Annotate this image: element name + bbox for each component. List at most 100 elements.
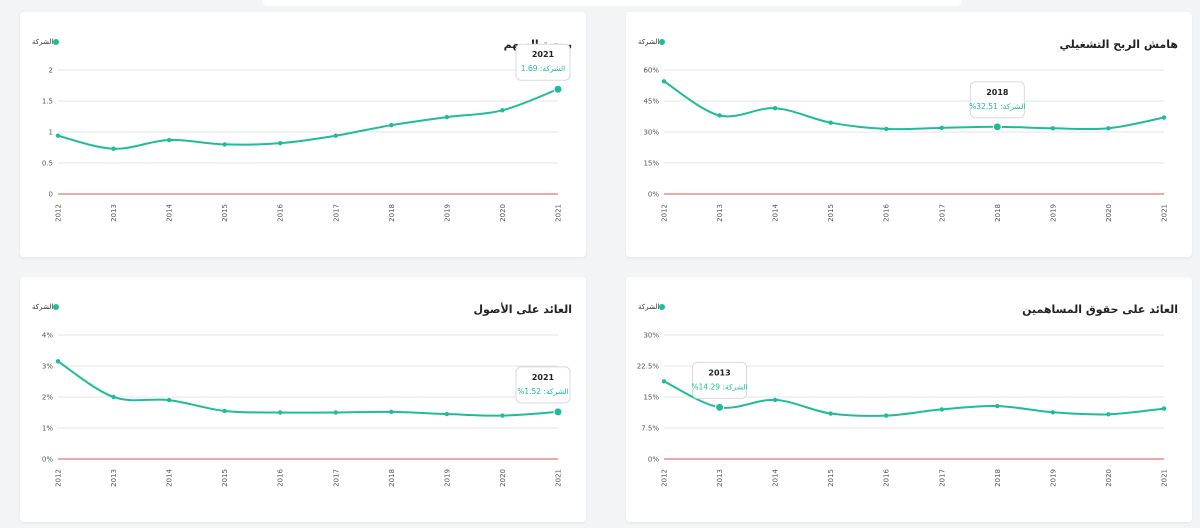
x-tick-label: 2020: [1105, 204, 1113, 222]
data-point: [333, 133, 338, 138]
x-tick-label: 2015: [221, 204, 229, 222]
y-tick-label: 15%: [643, 160, 659, 168]
data-point: [222, 408, 227, 414]
data-point: [389, 122, 394, 128]
data-point: [166, 397, 172, 403]
data-point: [55, 359, 61, 364]
data-point: [884, 413, 889, 418]
x-tick-label: 2018: [994, 469, 1002, 487]
x-tick-label: 2012: [55, 469, 63, 487]
data-point: [500, 413, 505, 418]
x-tick-label: 2015: [827, 469, 835, 487]
legend-label: الشركة: [638, 38, 660, 46]
chart-card-roa: العائد على الأصول الشركة 0% 1% 2% 3% 4% 2012 2…: [20, 277, 586, 522]
data-point: [278, 140, 283, 146]
x-tick-label: 2013: [716, 204, 724, 222]
x-tick-label: 2020: [1105, 469, 1113, 487]
y-tick-label: 15%: [643, 394, 659, 402]
top-search-strip: [262, 0, 962, 6]
data-point: [278, 410, 283, 415]
chart-legend[interactable]: الشركة: [638, 38, 666, 46]
y-tick-label: 0%: [42, 456, 53, 464]
tooltip: 2021 الشركة: 1.69: [515, 43, 571, 81]
legend-label: الشركة: [638, 303, 660, 311]
chart-legend[interactable]: الشركة: [32, 38, 60, 46]
chart-title: هامش الربح التشغيلي: [1059, 38, 1178, 51]
x-tick-label: 2016: [883, 468, 891, 486]
x-tick-label: 2018: [388, 469, 396, 487]
legend-dot-icon: [659, 304, 666, 310]
y-tick-label: 22.5%: [637, 363, 660, 371]
tooltip-year: 2013: [708, 368, 730, 377]
data-point: [715, 402, 725, 412]
series-line: [663, 80, 1165, 131]
y-tick-label: 3%: [42, 363, 53, 371]
chart-title: العائد على حقوق المساهمين: [1022, 303, 1178, 316]
x-tick-label: 2020: [499, 204, 507, 222]
y-tick-label: 1%: [42, 425, 53, 433]
y-tick-label: 30%: [643, 332, 659, 340]
data-point: [1050, 410, 1056, 415]
tooltip-value: الشركة: 1.69: [521, 64, 565, 73]
data-point: [884, 126, 889, 132]
chart-card-operating-margin: هامش الربح التشغيلي الشركة 0% 15% 30% 45% 60…: [626, 12, 1192, 257]
data-point: [661, 379, 667, 384]
tooltip-value: الشركة: 14.29%: [691, 382, 747, 391]
chart-svg: 0% 1% 2% 3% 4% 2012 2013 2014 2015 2016 2017 2018 20…: [42, 332, 571, 487]
x-tick-label: 2014: [166, 468, 174, 486]
x-tick-label: 2012: [661, 469, 669, 487]
tooltip-year: 2018: [986, 88, 1009, 97]
chart-svg: 0% 7.5% 15% 22.5% 30% 2012 2013 2014 2015 2016 201…: [637, 332, 1169, 487]
y-tick-label: 4%: [42, 332, 53, 340]
data-point: [553, 407, 563, 417]
y-tick-label: 0%: [648, 456, 659, 464]
x-tick-label: 2019: [443, 469, 451, 487]
x-tick-label: 2021: [555, 204, 563, 222]
x-tick-label: 2017: [332, 469, 340, 487]
tooltip-year: 2021: [532, 50, 555, 59]
x-tick-label: 2020: [499, 469, 507, 487]
data-point: [828, 120, 833, 125]
chart-card-roe: العائد على حقوق المساهمين الشركة 0% 7.5% 1…: [626, 277, 1192, 522]
tooltip-year: 2021: [532, 373, 555, 382]
chart-legend[interactable]: الشركة: [32, 303, 60, 311]
x-tick-label: 2017: [332, 204, 340, 222]
legend-dot-icon: [659, 39, 666, 45]
data-point: [828, 411, 833, 416]
x-tick-label: 2017: [938, 469, 946, 487]
tooltip-box: [515, 366, 571, 404]
tooltip-box: [692, 361, 748, 399]
data-point: [1161, 115, 1167, 120]
data-point: [661, 79, 667, 84]
x-tick-label: 2018: [994, 204, 1002, 222]
chart-svg: 0% 15% 30% 45% 60% 2012 2013 2014 2015 2016 2017 20…: [643, 67, 1169, 222]
tooltip-box: [515, 43, 571, 81]
chart-legend[interactable]: الشركة: [638, 303, 666, 311]
series-line: [663, 380, 1165, 417]
tooltip-value: الشركة: 1.52%: [517, 387, 569, 396]
data-point: [1161, 406, 1167, 411]
x-tick-label: 2021: [1161, 204, 1169, 222]
y-tick-label: 30%: [643, 129, 659, 137]
tooltip-box: [969, 81, 1025, 119]
data-point: [772, 106, 778, 111]
data-point: [111, 394, 116, 400]
data-point: [444, 114, 450, 120]
x-tick-label: 2012: [55, 204, 63, 222]
x-tick-label: 2019: [1049, 204, 1057, 222]
y-tick-label: 0.5: [42, 160, 53, 168]
y-tick-label: 1: [49, 129, 53, 137]
x-tick-label: 2012: [661, 204, 669, 222]
chart-card-eps: ربحية السهم الشركة 00.511.52201220132014…: [20, 12, 586, 257]
y-tick-label: 0: [49, 191, 53, 199]
chart-title: العائد على الأصول: [473, 303, 572, 316]
x-tick-label: 2021: [1161, 469, 1169, 487]
y-tick-label: 2%: [42, 394, 53, 402]
data-point: [222, 142, 227, 147]
x-tick-label: 2019: [1049, 469, 1057, 487]
legend-dot-icon: [53, 39, 60, 45]
y-tick-label: 45%: [643, 98, 659, 106]
data-point: [500, 108, 505, 113]
x-tick-label: 2015: [827, 204, 835, 222]
tooltip-value: الشركة: 32.51%: [969, 102, 1025, 111]
